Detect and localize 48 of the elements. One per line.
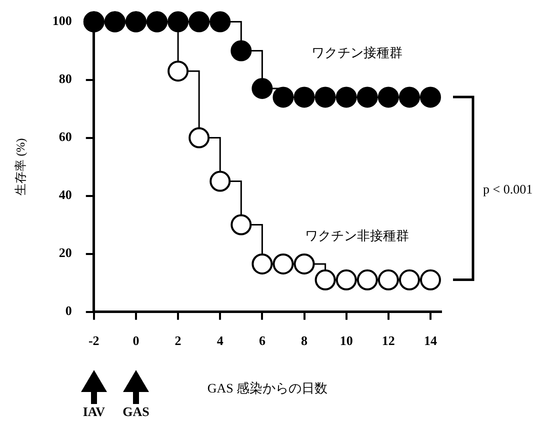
point <box>294 253 315 274</box>
y-tick-label: 100 <box>52 13 72 28</box>
point <box>168 11 189 32</box>
y-tick-label: 60 <box>58 129 72 144</box>
point <box>314 269 336 290</box>
point <box>420 86 441 108</box>
point <box>230 40 252 62</box>
point <box>188 11 210 32</box>
point <box>188 127 210 148</box>
x-tick-label: 6 <box>258 332 266 348</box>
x-tick-label: 14 <box>424 332 438 348</box>
x-tick-label: 2 <box>174 332 182 348</box>
x-tick-label: 12 <box>382 332 395 348</box>
series-label: ワクチン非接種群 <box>304 228 409 243</box>
point <box>356 86 378 108</box>
text: p < 0.001 <box>483 182 533 197</box>
point <box>294 86 315 108</box>
x-tick-label: -2 <box>88 332 100 348</box>
point <box>378 269 399 290</box>
point <box>210 11 231 32</box>
point <box>168 60 189 82</box>
x-tick-label: 0 <box>132 332 140 348</box>
text: GAS <box>122 404 150 419</box>
point <box>378 86 399 108</box>
point <box>252 78 273 99</box>
point <box>252 253 273 274</box>
y-tick-label: 40 <box>58 187 72 202</box>
x-tick-label: 10 <box>340 332 353 348</box>
point <box>314 86 336 108</box>
x-tick-label: 4 <box>216 332 224 348</box>
point <box>336 269 357 290</box>
text: IAV <box>82 404 106 419</box>
point <box>356 269 378 290</box>
point <box>420 269 441 290</box>
point <box>336 86 357 108</box>
point <box>398 269 420 290</box>
text: ワクチン接種群 <box>311 45 402 60</box>
y-tick-label: 0 <box>65 303 72 318</box>
point <box>230 214 252 236</box>
x-axis-title: GAS 感染からの日数 <box>207 380 328 396</box>
y-tick-label: 20 <box>58 245 72 260</box>
y-axis-title: 生存率 (%) <box>13 138 28 196</box>
point <box>398 86 420 108</box>
y-tick-label: 80 <box>58 71 72 86</box>
point <box>210 170 231 192</box>
point <box>272 86 294 108</box>
x-tick-label: 8 <box>301 332 308 348</box>
point <box>272 253 294 274</box>
